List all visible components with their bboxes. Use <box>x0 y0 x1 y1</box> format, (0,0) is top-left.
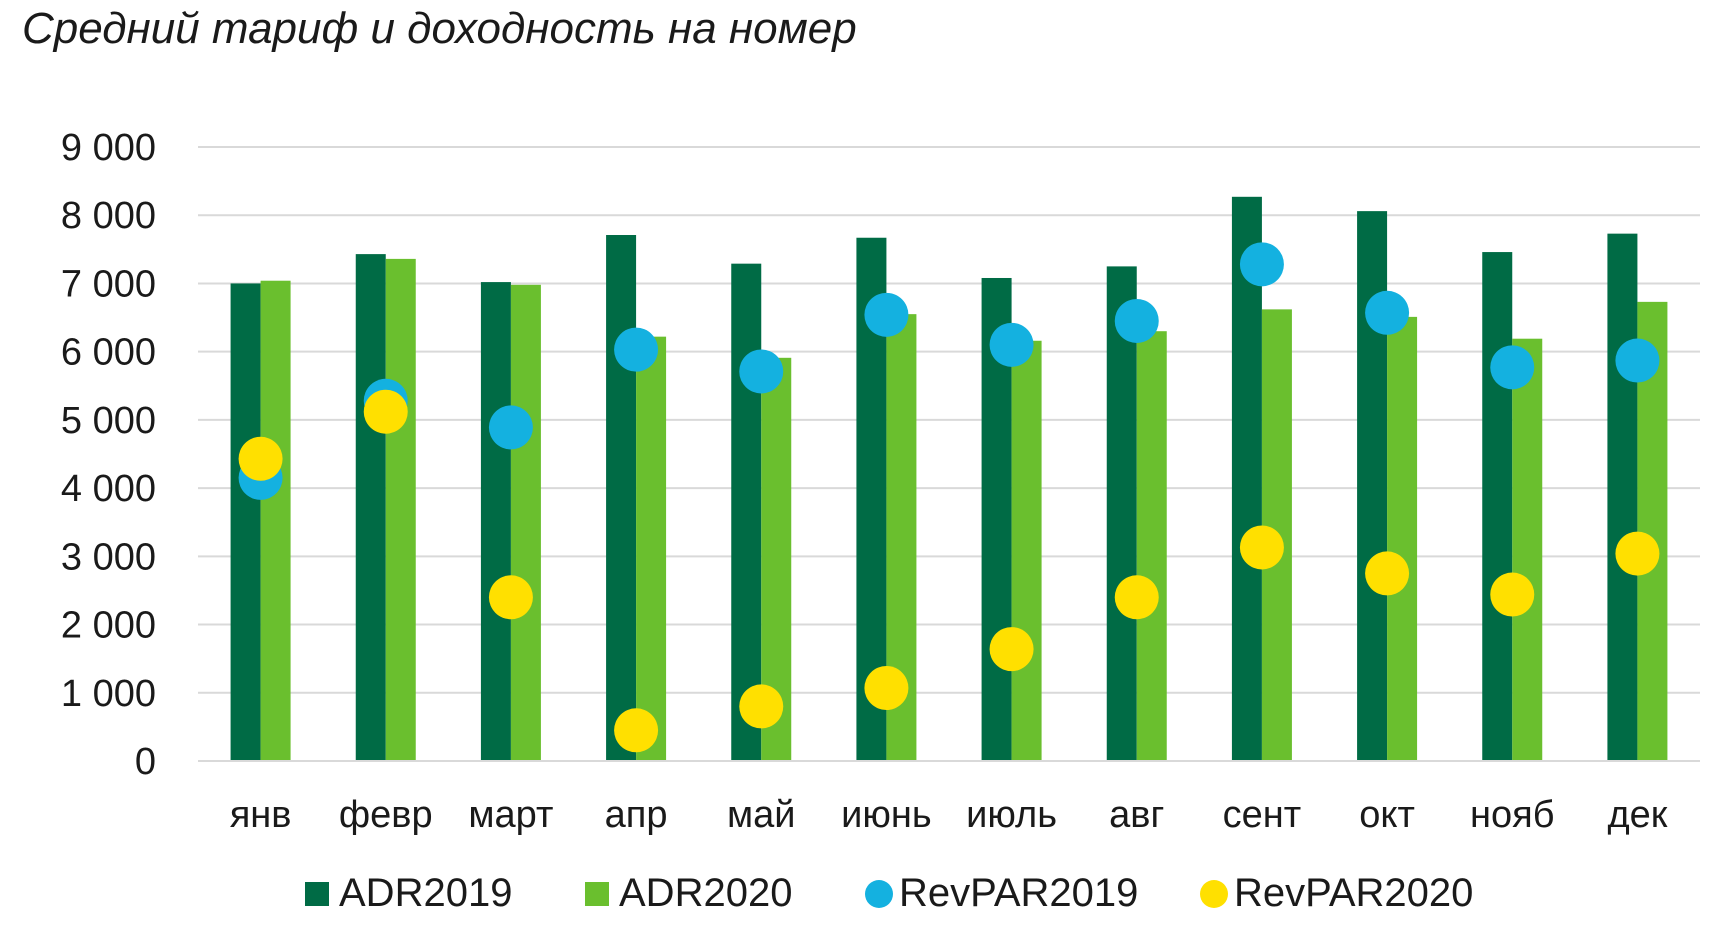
x-category-label: сент <box>1223 794 1302 836</box>
y-tick-label: 1 000 <box>61 673 156 715</box>
dot-revpar2019 <box>1114 298 1159 343</box>
dot-revpar2020 <box>1114 575 1159 620</box>
y-tick-label: 6 000 <box>61 332 156 374</box>
dot-revpar2019 <box>1490 345 1535 390</box>
x-category-label: май <box>727 794 796 836</box>
dot-revpar2020 <box>864 666 909 711</box>
gridlines <box>198 146 1700 694</box>
dot-revpar2019 <box>488 405 533 450</box>
x-axis-categories: янв февр март апр май июнь июль авг сент окт нояб д… <box>230 794 1668 836</box>
dot-revpar2020 <box>1490 572 1535 617</box>
chart-title: Средний тариф и доходность на номер <box>22 4 857 53</box>
legend-swatch-revpar2019 <box>865 880 893 908</box>
y-tick-label: 5 000 <box>61 400 156 442</box>
dot-revpar2020 <box>488 575 533 620</box>
legend-swatch-adr2019 <box>305 882 329 906</box>
x-category-label: дек <box>1607 794 1667 836</box>
x-category-label: янв <box>230 794 292 836</box>
x-category-label: нояб <box>1470 794 1554 836</box>
x-category-label: апр <box>605 794 668 836</box>
y-tick-label: 3 000 <box>61 536 156 578</box>
bar-adr2020 <box>1512 338 1543 761</box>
y-tick-label: 8 000 <box>61 195 156 237</box>
legend-label-revpar2020: RevPAR2020 <box>1234 871 1473 915</box>
legend: ADR2019 ADR2020 RevPAR2019 RevPAR2020 <box>305 871 1473 915</box>
dot-revpar2020 <box>614 708 659 753</box>
bar-adr2020 <box>385 258 416 761</box>
bar-adr2019 <box>1231 196 1262 761</box>
dot-revpar2019 <box>739 349 784 394</box>
bar-adr2020 <box>636 336 667 761</box>
dot-revpar2019 <box>1615 338 1660 383</box>
dot-revpar2019 <box>1239 242 1284 287</box>
y-axis-ticks: 0 1 000 2 000 3 000 4 000 5 000 6 000 7 000 8 00… <box>61 127 156 783</box>
dot-revpar2020 <box>363 389 408 434</box>
y-tick-label: 4 000 <box>61 468 156 510</box>
dot-revpar2019 <box>614 327 659 372</box>
bar-adr2019 <box>1607 233 1638 762</box>
bar-adr2019 <box>230 283 261 761</box>
dot-revpar2019 <box>1365 290 1410 335</box>
y-tick-label: 0 <box>135 741 156 783</box>
x-category-label: март <box>468 794 553 836</box>
dot-revpar2019 <box>989 322 1034 367</box>
bar-adr2020 <box>1136 331 1167 761</box>
bar-adr2020 <box>510 284 541 761</box>
legend-label-adr2019: ADR2019 <box>339 871 512 915</box>
bar-adr2019 <box>731 263 762 761</box>
x-category-label: авг <box>1109 794 1164 836</box>
bars <box>230 196 1668 762</box>
y-tick-label: 7 000 <box>61 263 156 305</box>
x-category-label: июль <box>966 794 1057 836</box>
bar-adr2020 <box>1387 316 1418 761</box>
bar-adr2020 <box>1011 340 1042 761</box>
bar-adr2019 <box>1106 266 1137 761</box>
legend-swatch-revpar2020 <box>1200 880 1228 908</box>
dot-revpar2020 <box>1239 525 1284 570</box>
dot-revpar2020 <box>989 627 1034 672</box>
bar-adr2020 <box>260 280 291 761</box>
dot-revpar2020 <box>238 436 283 481</box>
x-category-label: февр <box>339 794 433 836</box>
bar-adr2019 <box>1482 252 1513 761</box>
dot-revpar2020 <box>1365 551 1410 596</box>
bar-adr2019 <box>606 235 637 762</box>
legend-label-adr2020: ADR2020 <box>619 871 792 915</box>
x-category-label: июнь <box>841 794 932 836</box>
legend-swatch-adr2020 <box>585 882 609 906</box>
dot-revpar2019 <box>864 292 909 337</box>
y-tick-label: 2 000 <box>61 605 156 647</box>
legend-label-revpar2019: RevPAR2019 <box>899 871 1138 915</box>
bar-adr2019 <box>480 282 511 761</box>
dot-revpar2020 <box>1615 531 1660 576</box>
bar-adr2019 <box>355 254 386 761</box>
dot-revpar2020 <box>739 684 784 729</box>
x-category-label: окт <box>1359 794 1415 836</box>
y-tick-label: 9 000 <box>61 127 156 169</box>
dots <box>238 242 1660 753</box>
